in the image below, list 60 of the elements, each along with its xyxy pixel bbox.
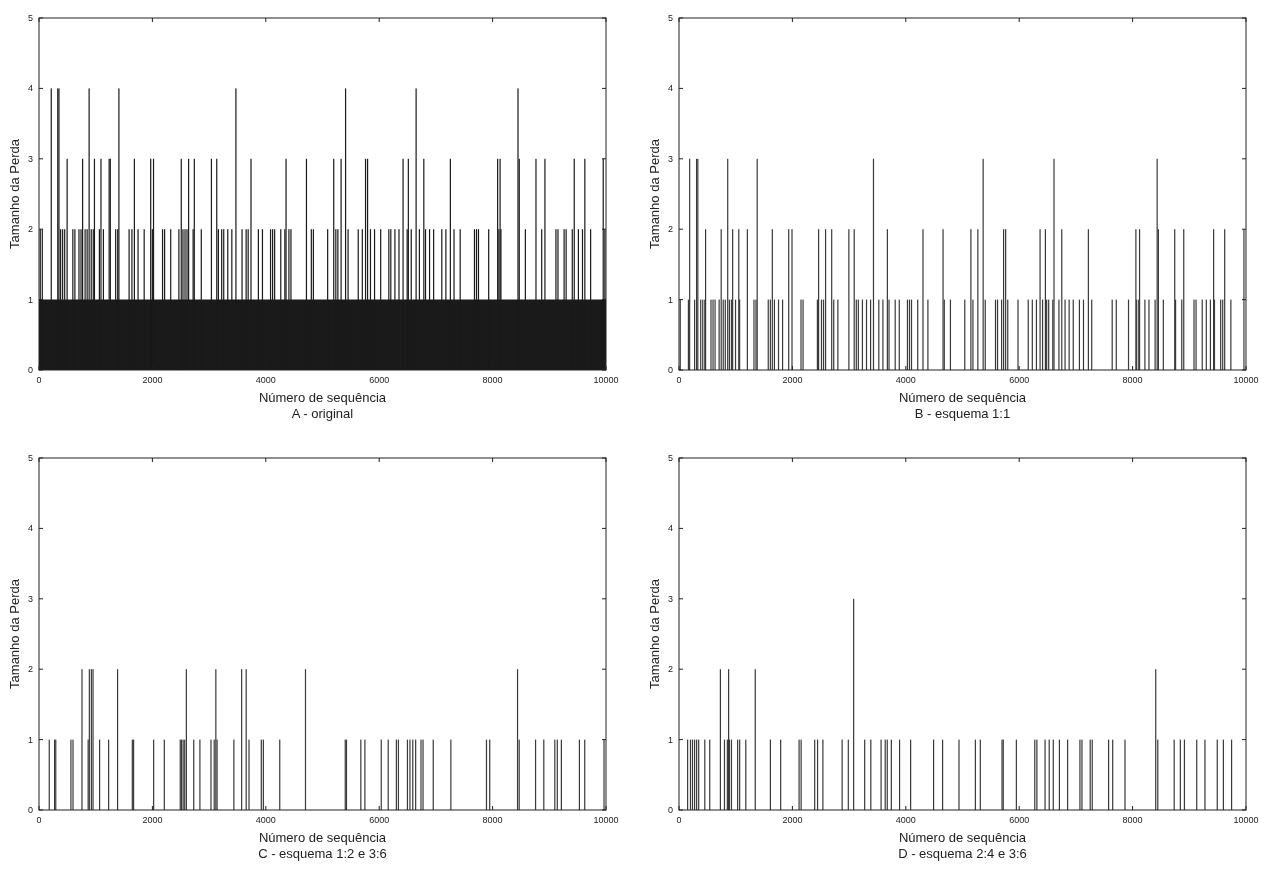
x-tick-label: 8000 — [482, 815, 503, 825]
x-tick-label: 10000 — [593, 815, 619, 825]
x-tick-label: 2000 — [782, 375, 803, 385]
y-tick-label: 5 — [667, 13, 673, 23]
x-tick-label: 10000 — [593, 375, 619, 385]
y-tick-label: 4 — [667, 523, 673, 534]
y-tick-label: 4 — [27, 83, 33, 94]
y-tick-label: 0 — [27, 365, 33, 375]
y-tick-label: 5 — [667, 453, 673, 463]
x-tick-label: 4000 — [255, 375, 276, 385]
y-tick-label: 3 — [667, 153, 673, 164]
y-tick-label: 0 — [667, 805, 673, 815]
y-tick-label: 3 — [27, 593, 33, 604]
x-tick-label: 0 — [676, 375, 682, 385]
x-tick-label: 10000 — [1233, 815, 1259, 825]
y-axis-title: Tamanho da Perda — [647, 138, 662, 249]
x-axis-title: Número de sequência — [898, 390, 1027, 405]
y-tick-label: 5 — [27, 13, 33, 23]
y-axis-title: Tamanho da Perda — [7, 578, 22, 689]
x-tick-label: 4000 — [255, 815, 276, 825]
y-tick-label: 0 — [27, 805, 33, 815]
x-tick-label: 6000 — [369, 815, 390, 825]
y-tick-label: 5 — [27, 453, 33, 463]
y-tick-label: 2 — [27, 224, 33, 235]
text: C - esquema 1:2 e 3:6 — [258, 846, 387, 861]
x-tick-label: 8000 — [1122, 815, 1143, 825]
x-tick-label: 4000 — [895, 815, 916, 825]
x-tick-label: 8000 — [482, 375, 503, 385]
x-axis-title: Número de sequência — [258, 830, 387, 845]
y-tick-label: 1 — [27, 294, 33, 305]
x-tick-label: 4000 — [895, 375, 916, 385]
x-tick-label: 0 — [676, 815, 682, 825]
y-tick-label: 2 — [27, 664, 33, 675]
x-tick-label: 10000 — [1233, 375, 1259, 385]
x-axis-title: Número de sequência — [898, 830, 1027, 845]
x-tick-label: 0 — [36, 815, 42, 825]
x-tick-label: 6000 — [369, 375, 390, 385]
x-tick-label: 6000 — [1009, 375, 1030, 385]
y-tick-label: 2 — [667, 664, 673, 675]
y-tick-label: 0 — [667, 365, 673, 375]
text: A - original — [291, 406, 354, 421]
y-tick-label: 3 — [667, 593, 673, 604]
y-tick-label: 3 — [27, 153, 33, 164]
x-tick-label: 0 — [36, 375, 42, 385]
x-axis-title: Número de sequência — [258, 390, 387, 405]
x-tick-label: 8000 — [1122, 375, 1143, 385]
text: B - esquema 1:1 — [914, 406, 1011, 421]
y-tick-label: 1 — [667, 294, 673, 305]
x-tick-label: 2000 — [142, 815, 163, 825]
x-tick-label: 6000 — [1009, 815, 1030, 825]
y-tick-label: 2 — [667, 224, 673, 235]
y-tick-label: 1 — [27, 734, 33, 745]
y-tick-label: 4 — [667, 83, 673, 94]
y-tick-label: 4 — [27, 523, 33, 534]
y-axis-title: Tamanho da Perda — [647, 578, 662, 689]
y-axis-title: Tamanho da Perda — [7, 138, 22, 249]
text: D - esquema 2:4 e 3:6 — [898, 846, 1027, 861]
y-tick-label: 1 — [667, 734, 673, 745]
x-tick-label: 2000 — [142, 375, 163, 385]
x-tick-label: 2000 — [782, 815, 803, 825]
